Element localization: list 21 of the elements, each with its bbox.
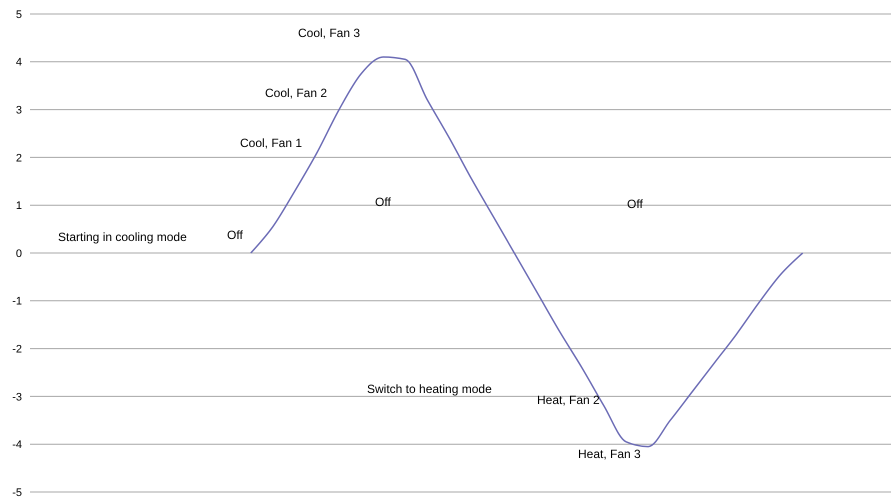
annotation: Cool, Fan 1 bbox=[240, 136, 302, 150]
y-tick-label: -1 bbox=[12, 296, 22, 308]
y-tick-label: -4 bbox=[12, 439, 22, 452]
y-tick-label: -5 bbox=[12, 486, 22, 498]
y-tick-label: 4 bbox=[16, 56, 22, 69]
y-tick-label: 1 bbox=[16, 200, 22, 212]
y-tick-label: -2 bbox=[12, 344, 22, 356]
y-tick-label: -3 bbox=[12, 391, 22, 404]
annotation: Heat, Fan 3 bbox=[578, 447, 641, 461]
y-tick-label: 0 bbox=[16, 248, 22, 260]
annotation: Switch to heating mode bbox=[367, 382, 492, 396]
y-tick-label: 2 bbox=[16, 152, 22, 164]
annotation: Cool, Fan 2 bbox=[265, 86, 328, 100]
annotation: Heat, Fan 2 bbox=[537, 393, 600, 407]
annotation: Cool, Fan 3 bbox=[298, 26, 360, 40]
annotation: Starting in cooling mode bbox=[58, 230, 187, 244]
annotation: Off bbox=[375, 195, 391, 209]
y-tick-label: 5 bbox=[16, 8, 22, 21]
annotation: Off bbox=[627, 197, 643, 211]
annotation: Off bbox=[227, 228, 243, 242]
y-tick-label: 3 bbox=[16, 104, 22, 117]
